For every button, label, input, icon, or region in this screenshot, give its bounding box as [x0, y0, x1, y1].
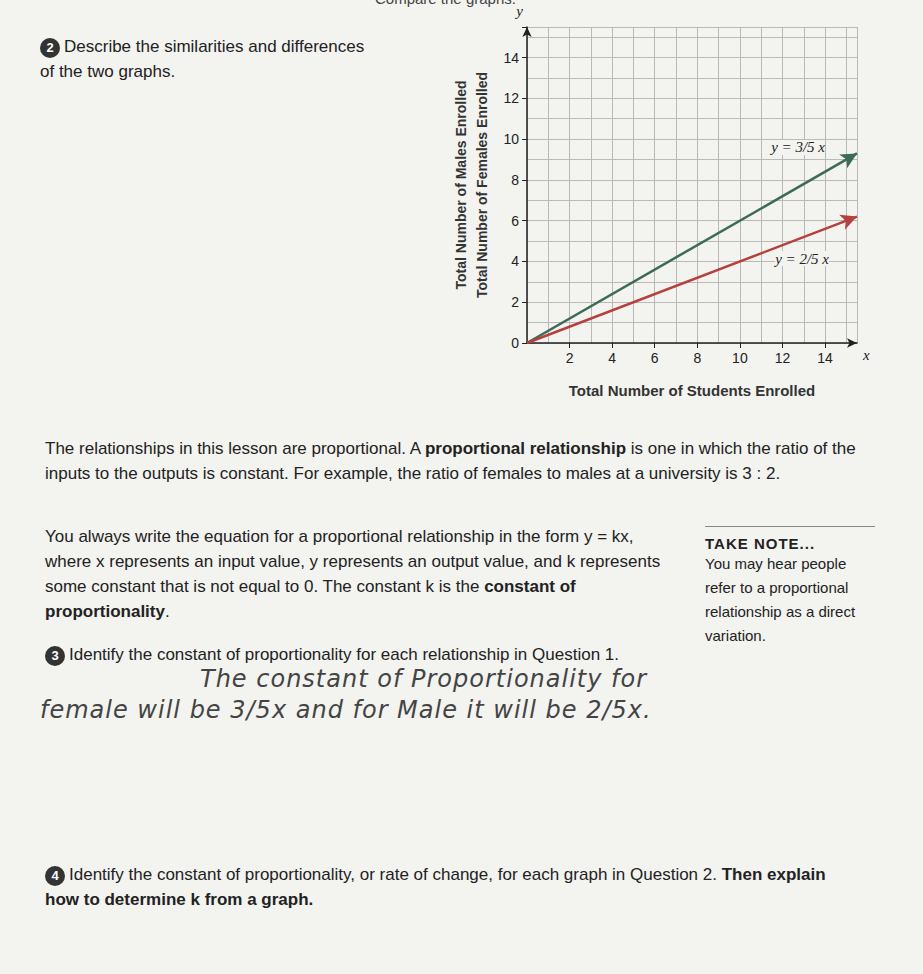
svg-text:12: 12 [775, 350, 791, 366]
svg-text:2: 2 [566, 350, 574, 366]
svg-text:8: 8 [693, 350, 701, 366]
svg-text:Total Number of Students Enrol: Total Number of Students Enrolled [569, 382, 815, 399]
svg-text:6: 6 [511, 213, 519, 229]
svg-text:6: 6 [651, 350, 659, 366]
svg-text:y = 3/5 x: y = 3/5 x [769, 139, 825, 155]
svg-text:Total Number of Males Enrolled: Total Number of Males Enrolled [453, 81, 469, 290]
html-text:TAKE NOTE...: TAKE NOTE... [705, 535, 816, 552]
html-text:4: 4 [51, 868, 59, 883]
html-text:Identify the constant of propo: Identify the constant of proportionality… [69, 645, 619, 664]
html-text:You may hear people refer to a: You may hear people refer to a proportio… [705, 555, 856, 644]
svg-text:12: 12 [503, 90, 519, 106]
svg-text:10: 10 [503, 131, 519, 147]
html-text:Identify the constant of propo: Identify the constant of proportionality… [45, 865, 826, 909]
html-text:2: 2 [46, 40, 54, 55]
html-text:The relationships in this less: The relationships in this lesson are pro… [45, 439, 856, 483]
svg-text:2: 2 [511, 294, 519, 310]
svg-text:8: 8 [511, 172, 519, 188]
svg-text:4: 4 [608, 350, 616, 366]
svg-text:Total Number of Females Enroll: Total Number of Females Enrolled [474, 72, 490, 298]
svg-text:14: 14 [817, 350, 833, 366]
svg-text:10: 10 [732, 350, 748, 366]
html-text:You always write the equation: You always write the equation for a prop… [45, 527, 661, 621]
svg-text:0: 0 [511, 335, 519, 351]
svg-text:4: 4 [511, 253, 519, 269]
svg-text:14: 14 [503, 50, 519, 66]
html-text:3: 3 [51, 648, 59, 663]
svg-text:y: y [514, 3, 523, 19]
html-text:Describe the similarities and: Describe the similarities and difference… [40, 37, 365, 81]
svg-text:x: x [862, 347, 870, 363]
html-text:The constant of Proportionalit: The constant of Proportionality for fema… [40, 665, 652, 724]
svg-text:y = 2/5 x: y = 2/5 x [773, 251, 829, 267]
